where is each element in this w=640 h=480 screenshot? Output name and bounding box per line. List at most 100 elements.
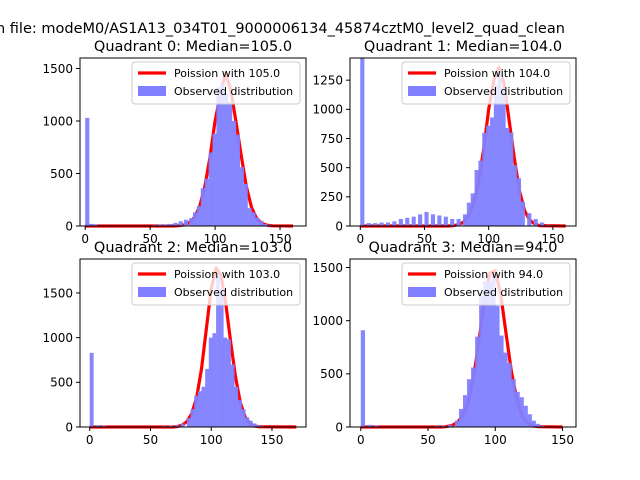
histogram-bar <box>471 367 476 427</box>
y-tick-label: 1000 <box>312 314 343 328</box>
histogram-bar <box>513 165 518 226</box>
x-tick-label: 100 <box>477 232 500 246</box>
histogram-bar <box>516 178 522 226</box>
legend-label-observed: Observed distribution <box>174 286 293 299</box>
x-tick-label: 150 <box>261 433 284 447</box>
histogram-bar <box>168 223 173 226</box>
histogram-bar <box>152 224 157 226</box>
histogram-bar <box>243 184 248 226</box>
histogram-bar <box>527 213 532 226</box>
histogram-bar <box>235 134 241 226</box>
y-tick-label: 250 <box>320 190 343 204</box>
histogram-bar <box>405 217 410 226</box>
histogram-bar <box>456 219 461 226</box>
x-tick-label: 100 <box>200 433 223 447</box>
x-tick-label: 0 <box>357 433 365 447</box>
histogram-bar <box>499 335 504 427</box>
histogram-bar <box>204 178 209 226</box>
histogram-bar <box>263 223 268 226</box>
y-tick-label: 750 <box>320 132 343 146</box>
histogram-bar <box>194 395 199 427</box>
histogram-bar <box>230 364 235 427</box>
histogram-bar <box>101 425 106 427</box>
histogram-bar <box>458 408 464 427</box>
quadrant-3-title: Quadrant 3: Median=94.0 <box>369 240 558 256</box>
histogram-bar <box>540 222 545 226</box>
figure-title: n file: modeM0/AS1A13_034T01_9000006134_… <box>0 21 565 37</box>
histogram-bar <box>157 224 163 226</box>
histogram-bar <box>93 224 98 226</box>
histogram-bar <box>467 379 472 427</box>
y-tick-label: 500 <box>320 161 343 175</box>
legend-label-poisson: Poission with 104.0 <box>444 67 550 80</box>
legend-label-observed: Observed distribution <box>444 85 563 98</box>
legend-box <box>131 262 301 306</box>
quadrant-1-title: Quadrant 1: Median=104.0 <box>364 39 562 55</box>
histogram-bar <box>497 70 502 226</box>
x-tick-label: 150 <box>551 433 574 447</box>
histogram-bar <box>360 58 365 226</box>
legend-box <box>131 61 301 105</box>
histogram-bar <box>493 84 498 226</box>
histogram-bar <box>479 296 484 427</box>
histogram-bar <box>224 93 229 226</box>
histogram-bar <box>418 214 423 226</box>
histogram-bar <box>448 424 453 427</box>
histogram-bar <box>482 132 487 226</box>
histogram-bar <box>373 223 378 226</box>
histogram-bar <box>466 202 471 226</box>
y-tick-label: 1500 <box>312 261 343 275</box>
quadrant-1-panel: 0 50 100 150 0 250 500 750 1000 1250 Poission with… <box>312 39 577 246</box>
histogram-bar <box>212 333 217 427</box>
histogram-bar <box>180 423 185 427</box>
histogram-bar <box>470 193 475 226</box>
axes-frame <box>349 57 577 227</box>
axes-frame <box>79 57 307 227</box>
y-tick-label: 0 <box>335 219 343 233</box>
histogram-bar <box>200 188 205 226</box>
histogram-bar <box>519 397 524 427</box>
histogram-bar <box>95 425 100 427</box>
histogram-bar <box>523 405 528 427</box>
histogram-bar <box>491 273 496 427</box>
x-tick-label: 150 <box>269 232 292 246</box>
histogram-bar <box>216 275 220 427</box>
histogram-bar <box>178 221 183 226</box>
histogram-bar <box>216 87 221 227</box>
histogram-bar <box>487 281 492 427</box>
histogram-bar <box>256 425 261 427</box>
x-tick-label: 0 <box>81 232 89 246</box>
histogram-bar <box>474 170 479 226</box>
histogram-bar <box>163 224 168 226</box>
histogram-bar <box>208 337 213 427</box>
histogram-bar <box>231 121 237 226</box>
legend-bar-swatch <box>138 86 166 96</box>
axes-frame <box>79 258 307 428</box>
histogram-bar <box>237 400 242 427</box>
histogram-bar <box>183 219 189 226</box>
histogram-bar <box>245 417 250 427</box>
histogram-bar <box>212 133 217 226</box>
histogram-bar <box>441 425 446 427</box>
histogram-bar <box>505 128 510 226</box>
histogram-bar <box>196 206 202 226</box>
x-tick-label: 50 <box>420 433 435 447</box>
x-tick-label: 50 <box>417 232 432 246</box>
histogram-bar <box>259 220 264 226</box>
legend-box <box>401 61 571 105</box>
histogram-bar <box>197 391 202 427</box>
legend-bar-swatch <box>408 86 436 96</box>
y-tick-label: 0 <box>335 420 343 434</box>
histogram-bar <box>392 221 397 226</box>
x-tick-label: 0 <box>356 232 364 246</box>
histogram-bar <box>208 152 213 226</box>
legend-label-observed: Observed distribution <box>174 85 293 98</box>
histogram-bar <box>475 336 480 427</box>
histogram-bar <box>251 212 256 226</box>
histogram-bar <box>463 214 468 226</box>
histogram-bar <box>515 391 520 427</box>
legend-bar-swatch <box>138 287 166 297</box>
histogram-bar <box>546 224 551 226</box>
